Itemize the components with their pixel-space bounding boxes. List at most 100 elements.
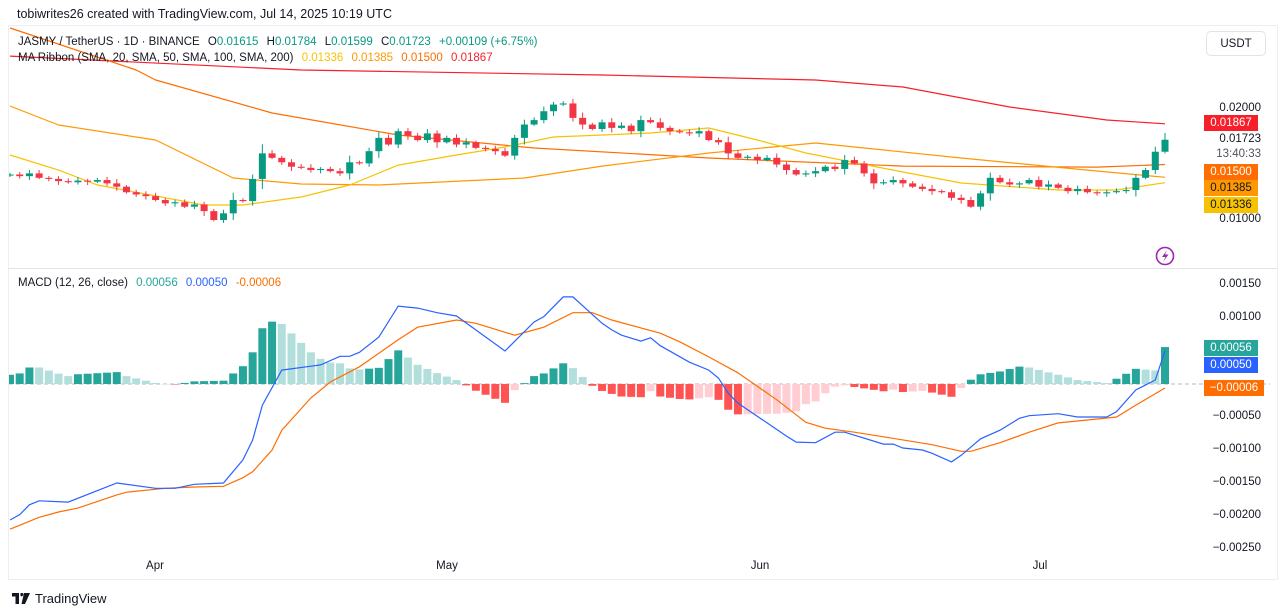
candle [637, 115, 645, 138]
macd-hist-bar [83, 373, 92, 384]
candle [113, 179, 121, 191]
candle-body [1161, 139, 1169, 152]
macd-hist-bar [908, 384, 917, 392]
macd-hist-bar [510, 384, 519, 391]
tradingview-logo[interactable]: TradingView [12, 591, 107, 606]
candle [880, 179, 888, 185]
symbol-title[interactable]: JASMY / TetherUS · 1D · BINANCE [18, 36, 200, 48]
candle [744, 154, 752, 161]
sma20-line [9, 127, 1166, 206]
candle-body [35, 173, 43, 178]
macd-hist-bar [345, 368, 354, 384]
candle [1045, 180, 1053, 191]
candle-body [122, 186, 130, 193]
macd-hist-bar [753, 384, 762, 415]
candle-body [171, 202, 179, 204]
candle [200, 201, 208, 217]
candle [666, 125, 674, 136]
candle-body [579, 117, 587, 125]
candle-body [152, 196, 160, 201]
macd-hist-bar [782, 384, 791, 413]
macd-hist-bar [180, 382, 189, 384]
ma-ribbon-label[interactable]: MA Ribbon (SMA, 20, SMA, 50, SMA, 100, S… [18, 52, 294, 64]
macd-hist-bar [462, 384, 471, 386]
macd-badge: 0.00050 [1204, 357, 1258, 373]
macd-hist-bar [200, 381, 209, 384]
macd-hist-bar [743, 384, 752, 415]
macd-hist-bar [763, 384, 772, 414]
macd-hist-bar [394, 350, 403, 384]
candle-body [850, 160, 858, 164]
candle [1112, 188, 1120, 194]
symbol-legend[interactable]: JASMY / TetherUS · 1D · BINANCE O0.01615… [18, 36, 543, 48]
macd-hist-bar [238, 366, 247, 384]
candle-body [161, 200, 169, 204]
ma50-badge: 0.01385 [1204, 180, 1258, 196]
candle [1122, 186, 1130, 194]
candle-body [899, 180, 907, 184]
ma50-value: 0.01385 [351, 52, 394, 64]
candle [598, 119, 606, 132]
candle [918, 183, 926, 192]
candle-body [375, 137, 383, 152]
candle-body [1025, 180, 1033, 184]
candle [268, 150, 276, 160]
candle [608, 118, 616, 133]
candle-body [608, 122, 616, 128]
candle-body [210, 211, 218, 220]
candle-body [443, 137, 451, 143]
candle-body [1151, 151, 1159, 171]
close-value: 0.01723 [389, 36, 431, 48]
candle [25, 169, 33, 180]
candle [1151, 146, 1159, 175]
candle [491, 145, 499, 155]
macd-hist-bar [860, 384, 869, 389]
candle-body [569, 103, 577, 118]
candle-body [74, 180, 82, 183]
macd-hist-bar [122, 376, 131, 384]
currency-button[interactable]: USDT [1206, 31, 1266, 56]
candle [161, 198, 169, 206]
candle [676, 128, 684, 134]
candle-body [598, 122, 606, 129]
macd-hist-bar [161, 384, 170, 385]
macd-hist-bar [937, 384, 946, 395]
candle [986, 172, 994, 201]
macd-hist-bar [209, 380, 218, 384]
candle-body [996, 177, 1004, 183]
macd-label[interactable]: MACD (12, 26, close) [18, 277, 128, 289]
macd-hist-bar [452, 380, 461, 384]
candle-body [870, 173, 878, 184]
macd-hist-bar [25, 367, 34, 384]
macd-hist-bar [1073, 380, 1082, 384]
macd-hist-bar [520, 383, 529, 384]
candle-body [685, 132, 693, 134]
candle-body [93, 180, 101, 182]
candle [938, 189, 946, 194]
macd-hist-bar [1131, 368, 1140, 384]
macd-hist-bar [248, 352, 257, 384]
macd-hist-bar [1102, 383, 1111, 384]
candle-body [1083, 188, 1091, 193]
candle-body [16, 174, 24, 177]
macd-hist-bar [73, 374, 82, 384]
candle [181, 199, 189, 209]
ma-ribbon-legend[interactable]: MA Ribbon (SMA, 20, SMA, 50, SMA, 100, S… [18, 52, 498, 64]
macd-legend[interactable]: MACD (12, 26, close) 0.00056 0.00050 -0.… [18, 277, 286, 289]
macd-hist-bar [656, 384, 665, 397]
candle [394, 128, 402, 149]
candle-body [239, 200, 247, 202]
candle [947, 189, 955, 201]
candle [472, 140, 480, 150]
macd-hist-bar [598, 384, 607, 391]
candle-body [511, 137, 519, 156]
candle [656, 118, 664, 131]
chart-credit: tobiwrites26 created with TradingView.co… [17, 7, 392, 21]
macd-hist-bar [1151, 370, 1160, 384]
macd-hist-bar [1063, 377, 1072, 384]
candle-body [656, 122, 664, 128]
lightning-icon[interactable] [1155, 246, 1175, 266]
candle [1103, 189, 1111, 197]
candle-body [763, 157, 771, 161]
